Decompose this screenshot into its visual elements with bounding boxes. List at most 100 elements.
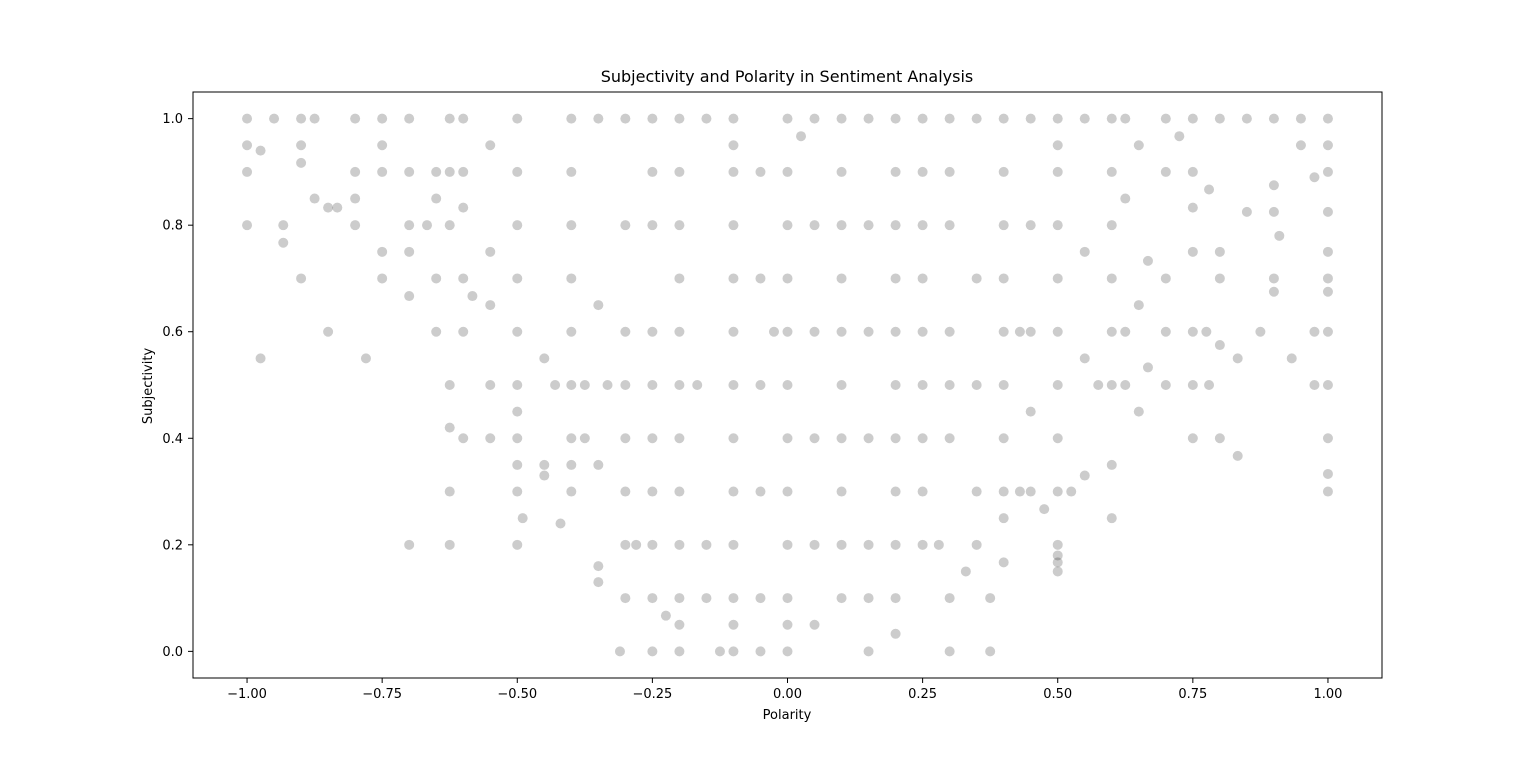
data-point xyxy=(863,433,874,444)
data-point xyxy=(836,433,847,444)
x-tick-label: −1.00 xyxy=(227,687,267,702)
data-point xyxy=(1232,353,1243,364)
data-point xyxy=(692,380,703,390)
data-point xyxy=(1106,459,1117,470)
data-point xyxy=(714,646,725,657)
data-point xyxy=(863,539,874,550)
data-point xyxy=(620,113,631,124)
data-point xyxy=(404,166,415,177)
data-point xyxy=(782,380,793,390)
data-point xyxy=(350,220,361,231)
data-point xyxy=(512,380,523,390)
data-point xyxy=(485,380,496,390)
data-point xyxy=(674,220,685,231)
data-point xyxy=(1187,380,1198,390)
data-point xyxy=(1106,220,1117,231)
data-point xyxy=(944,593,955,604)
data-point xyxy=(1322,380,1333,390)
data-point xyxy=(1187,246,1198,257)
data-point xyxy=(444,486,455,497)
data-point xyxy=(728,593,739,604)
data-point xyxy=(1232,450,1243,461)
data-point xyxy=(539,353,550,364)
data-point xyxy=(1309,380,1320,390)
data-point xyxy=(809,220,820,231)
data-point xyxy=(890,166,901,177)
data-point xyxy=(674,619,685,630)
data-point xyxy=(782,619,793,630)
data-point xyxy=(1214,113,1225,124)
data-point xyxy=(917,433,928,444)
data-point xyxy=(1079,353,1090,364)
data-point xyxy=(809,619,820,630)
data-point xyxy=(998,380,1009,390)
data-point xyxy=(728,140,739,151)
data-point xyxy=(512,220,523,231)
data-point xyxy=(1187,113,1198,124)
data-point xyxy=(728,113,739,124)
data-point xyxy=(1066,486,1077,497)
data-point xyxy=(517,513,528,524)
data-point xyxy=(1142,255,1153,266)
x-axis-label: Polarity xyxy=(763,708,812,723)
data-point xyxy=(674,326,685,337)
data-point xyxy=(323,202,334,213)
data-point xyxy=(512,113,523,124)
data-point xyxy=(1025,486,1036,497)
data-point xyxy=(782,220,793,231)
data-point xyxy=(1160,113,1171,124)
data-point xyxy=(728,166,739,177)
data-point xyxy=(1309,172,1320,183)
data-point xyxy=(1052,380,1063,390)
x-tick-label: 0.00 xyxy=(773,687,802,702)
y-tick-label: 0.0 xyxy=(162,645,183,660)
data-point xyxy=(566,166,577,177)
data-point xyxy=(1295,113,1306,124)
data-point xyxy=(768,326,779,337)
data-point xyxy=(404,246,415,257)
data-point xyxy=(309,193,320,204)
data-point xyxy=(1093,380,1104,390)
data-point xyxy=(566,326,577,337)
data-point xyxy=(890,486,901,497)
data-point xyxy=(1241,113,1252,124)
data-point xyxy=(1274,230,1285,241)
data-point xyxy=(431,273,442,284)
data-point xyxy=(555,518,566,529)
data-point xyxy=(998,166,1009,177)
data-point xyxy=(836,380,847,390)
data-point xyxy=(944,113,955,124)
data-point xyxy=(1268,113,1279,124)
data-point xyxy=(444,539,455,550)
data-point xyxy=(458,273,469,284)
data-point xyxy=(1268,273,1279,284)
data-point xyxy=(728,220,739,231)
data-point xyxy=(782,273,793,284)
data-point xyxy=(647,539,658,550)
data-point xyxy=(944,380,955,390)
data-point xyxy=(579,433,590,444)
data-point xyxy=(836,166,847,177)
data-point xyxy=(350,113,361,124)
data-point xyxy=(674,273,685,284)
data-point xyxy=(593,459,604,470)
data-point xyxy=(593,300,604,311)
data-point xyxy=(1106,326,1117,337)
data-point xyxy=(1322,433,1333,444)
data-point xyxy=(1322,206,1333,217)
data-point xyxy=(566,486,577,497)
data-point xyxy=(944,326,955,337)
data-point xyxy=(431,166,442,177)
data-point xyxy=(1079,246,1090,257)
data-point xyxy=(1322,468,1333,479)
data-point xyxy=(1322,166,1333,177)
data-point xyxy=(550,380,561,390)
data-point xyxy=(1142,362,1153,373)
data-point xyxy=(917,273,928,284)
data-point xyxy=(890,113,901,124)
y-tick-label: 0.2 xyxy=(162,538,183,553)
data-point xyxy=(614,646,625,657)
data-point xyxy=(620,593,631,604)
data-point xyxy=(350,193,361,204)
